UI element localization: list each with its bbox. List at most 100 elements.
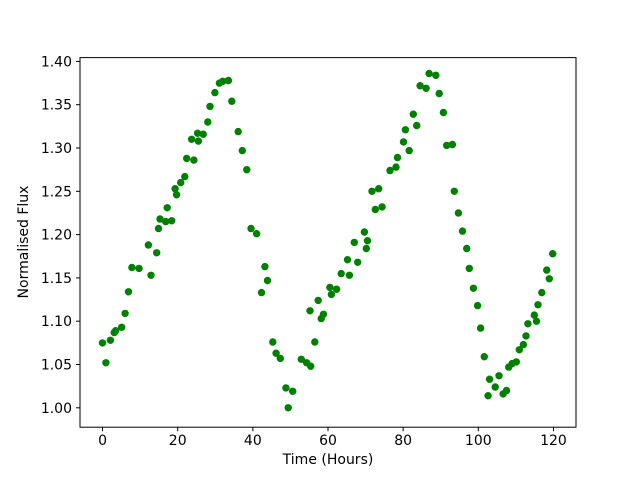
data-point [422, 84, 430, 93]
data-point [147, 271, 155, 279]
data-point [473, 301, 482, 310]
data-point [515, 346, 523, 354]
data-point [413, 121, 421, 130]
y-tick-label: 1.15 [41, 271, 72, 287]
x-tick-label: 60 [319, 433, 337, 449]
y-tick-label: 1.40 [41, 54, 72, 70]
data-point [153, 249, 161, 257]
data-point [409, 110, 417, 118]
x-tick-label: 40 [244, 433, 262, 449]
data-point [106, 336, 115, 344]
data-point [199, 130, 207, 138]
y-tick-label: 1.10 [41, 314, 72, 330]
data-point [425, 69, 433, 78]
data-point [307, 362, 315, 370]
data-point [465, 264, 473, 273]
data-point [454, 209, 463, 217]
data-point [289, 387, 297, 395]
data-point [124, 288, 133, 296]
data-point [363, 237, 372, 245]
data-point [247, 224, 255, 233]
data-point [276, 354, 284, 363]
data-point [443, 141, 451, 150]
data-point [368, 187, 376, 195]
data-point [549, 250, 557, 258]
data-point [219, 77, 227, 86]
data-point [485, 375, 494, 383]
data-point [272, 349, 280, 357]
data-point [187, 135, 196, 143]
data-point [121, 309, 129, 318]
data-point [345, 271, 354, 279]
y-tick-label: 1.25 [41, 184, 72, 200]
data-point [263, 276, 272, 285]
y-tick-label: 1.00 [41, 401, 72, 417]
data-point [326, 283, 334, 292]
data-point [135, 264, 143, 273]
y-tick-label: 1.30 [41, 141, 72, 157]
data-point [524, 320, 532, 328]
data-point [319, 310, 328, 318]
data-point [392, 163, 400, 171]
data-point [314, 296, 322, 305]
data-point [399, 138, 408, 146]
x-tick-label: 100 [465, 433, 492, 449]
data-point [534, 301, 542, 309]
data-point [172, 191, 181, 199]
x-tick-label: 20 [169, 433, 187, 449]
data-point [211, 88, 219, 97]
data-point [282, 384, 290, 392]
data-point [144, 241, 153, 249]
x-axis-label: Time (Hours) [282, 452, 374, 468]
data-point [332, 285, 341, 293]
x-tick-label: 80 [394, 433, 412, 449]
data-point [435, 89, 443, 98]
data-point [183, 154, 191, 163]
data-point [98, 339, 107, 347]
data-point [177, 178, 185, 187]
data-point [181, 172, 189, 181]
data-point [204, 118, 212, 126]
data-point [401, 126, 410, 134]
data-point [261, 262, 269, 271]
data-point [206, 102, 214, 111]
data-point [545, 275, 553, 283]
data-point [393, 153, 402, 162]
data-point [190, 156, 198, 164]
data-point [378, 203, 386, 211]
data-point [362, 244, 370, 253]
data-point [432, 71, 440, 80]
data-point [450, 187, 458, 195]
data-point [243, 166, 251, 174]
data-point [156, 215, 164, 223]
data-point [405, 146, 413, 155]
axes-frame [79, 57, 577, 428]
data-point [171, 185, 179, 193]
x-tick-label: 120 [540, 433, 567, 449]
data-point [306, 307, 314, 315]
data-point [532, 317, 541, 325]
data-point [162, 217, 170, 226]
data-point [163, 204, 171, 212]
data-point [234, 127, 242, 136]
data-point [228, 97, 236, 105]
data-point [360, 228, 369, 236]
data-point [484, 392, 492, 400]
data-point [350, 238, 358, 247]
data-point [284, 404, 292, 412]
data-point [194, 137, 203, 145]
data-point [375, 185, 383, 193]
data-point [238, 146, 246, 155]
y-axis-label: Normalised Flux [16, 185, 32, 299]
data-point [154, 224, 163, 233]
data-point [102, 359, 110, 367]
data-point [257, 288, 266, 297]
data-point [224, 76, 233, 85]
data-point [491, 383, 499, 391]
data-point [439, 108, 448, 117]
data-point [530, 311, 538, 319]
data-point [480, 353, 488, 361]
data-point [252, 230, 261, 238]
